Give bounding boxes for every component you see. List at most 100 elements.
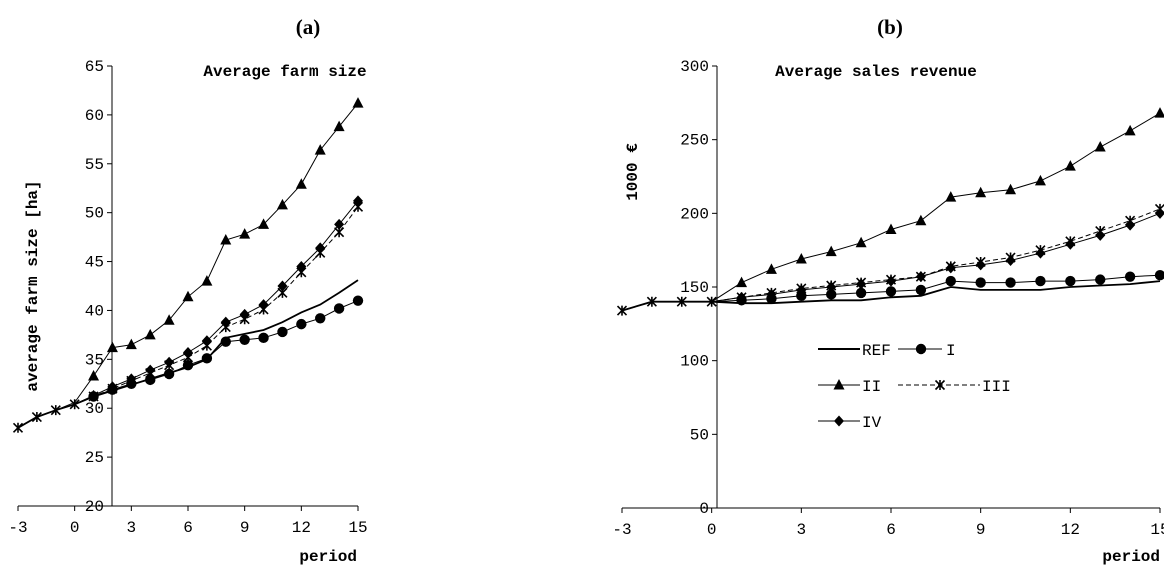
y-tick-label: 300	[680, 58, 709, 76]
data-point-history	[31, 411, 42, 423]
data-point-iv	[886, 275, 896, 287]
data-point-ii	[314, 144, 326, 155]
data-point-ii	[825, 245, 837, 257]
legend-marker-iv	[834, 415, 844, 427]
data-point-i	[201, 353, 213, 364]
data-point-iv	[239, 308, 250, 320]
data-point-i	[220, 336, 231, 347]
data-point-iv	[258, 299, 269, 311]
data-point-iv	[296, 260, 307, 272]
legend-triangle-marker	[833, 379, 845, 390]
data-point-ii	[201, 275, 213, 286]
panel-a-x-ticks: -3 0 3 6 9 12 15	[8, 506, 368, 537]
legend: REF I II III IV	[818, 342, 1011, 432]
data-point-ii	[885, 223, 897, 235]
panel-b: (b) Average sales revenue 1000 € period …	[612, 15, 1164, 565]
data-point-ii	[736, 276, 748, 288]
legend-diamond-marker	[834, 415, 844, 427]
x-tick-label: 12	[1061, 521, 1080, 539]
data-point-i	[239, 334, 250, 345]
data-point-ii	[1154, 107, 1164, 118]
data-point-iv	[736, 291, 747, 303]
series-ii	[17, 97, 364, 429]
data-point-i	[796, 290, 807, 302]
panel-a-chart-title: Average farm size	[203, 63, 366, 81]
data-point-history	[646, 296, 657, 307]
data-point-history	[676, 296, 687, 307]
panel-b-label: (b)	[877, 15, 903, 39]
data-point-ii	[295, 178, 307, 189]
panel-a-y-ticks: 20 25 30 35 40 45 50 55 60 65	[85, 58, 112, 516]
series-line-iii	[17, 206, 359, 429]
data-point-i	[1124, 271, 1136, 282]
data-point-i	[258, 332, 269, 344]
y-tick-label: 100	[680, 353, 709, 371]
y-tick-label: 40	[85, 302, 104, 320]
y-tick-label: 55	[85, 156, 104, 174]
panel-b-series	[616, 107, 1164, 316]
data-point-ii	[855, 236, 867, 248]
data-point-iv	[1035, 247, 1046, 259]
series-line-ii	[17, 102, 359, 429]
panel-a: (a) Average farm size average farm size …	[8, 15, 367, 565]
x-tick-label: -3	[612, 521, 631, 539]
data-point-iv	[856, 278, 867, 290]
data-point-ii	[333, 120, 345, 132]
legend-label-iii: III	[982, 378, 1011, 396]
y-tick-label: 0	[699, 500, 709, 518]
series-iv	[17, 195, 363, 429]
legend-item-ii: II	[818, 378, 881, 396]
legend-marker-iii	[934, 379, 946, 391]
data-point-ii	[163, 314, 175, 325]
data-point-ii	[1034, 174, 1046, 186]
panel-b-y-ticks: 0 50 100 150 200 250 300	[680, 58, 717, 518]
data-point-ii	[795, 253, 807, 264]
data-point-iv	[183, 346, 193, 358]
data-point-iv	[315, 242, 326, 254]
data-point-ii	[945, 191, 957, 202]
data-point-history	[616, 305, 628, 316]
legend-item-iii: III	[898, 378, 1011, 396]
x-tick-label: 6	[886, 521, 896, 539]
y-tick-label: 200	[680, 205, 709, 223]
y-tick-label: 50	[85, 205, 104, 223]
data-point-history	[12, 422, 24, 433]
data-point-ii	[765, 263, 777, 274]
x-tick-label: 0	[70, 519, 80, 537]
data-point-iv	[1155, 207, 1164, 219]
data-point-i	[1005, 277, 1016, 288]
history-markers	[616, 296, 717, 316]
panel-a-y-axis-label: average farm size [ha]	[24, 180, 42, 391]
data-point-iv	[975, 259, 986, 271]
y-tick-label: 150	[680, 279, 709, 297]
data-point-i	[163, 368, 175, 380]
legend-circle-marker	[915, 343, 927, 355]
y-tick-label: 45	[85, 254, 104, 272]
data-point-ii	[144, 328, 156, 340]
data-point-i	[1154, 270, 1164, 281]
legend-label-ii: II	[862, 378, 881, 396]
data-point-iv	[1065, 238, 1076, 250]
data-point-iv	[826, 281, 837, 293]
panel-b-x-ticks: -3 0 3 6 9 12 15	[612, 508, 1164, 539]
y-tick-label: 60	[85, 107, 104, 125]
data-point-iv	[164, 356, 175, 368]
series-line-iv	[17, 200, 359, 429]
data-point-history	[50, 405, 61, 416]
data-point-ii	[276, 198, 288, 210]
data-point-history	[69, 399, 80, 410]
panel-a-series	[12, 97, 364, 433]
data-point-i	[333, 303, 345, 314]
y-tick-label: 20	[85, 498, 104, 516]
x-tick-label: -3	[8, 519, 27, 537]
panel-b-chart-title: Average sales revenue	[775, 63, 977, 81]
legend-item-iv: IV	[818, 414, 882, 432]
legend-marker-i	[915, 343, 927, 355]
x-tick-label: 9	[976, 521, 986, 539]
data-point-i	[277, 326, 288, 338]
y-tick-label: 50	[690, 426, 709, 444]
data-point-iv	[334, 218, 345, 230]
legend-item-ref: REF	[818, 342, 891, 360]
data-point-i	[945, 275, 956, 287]
